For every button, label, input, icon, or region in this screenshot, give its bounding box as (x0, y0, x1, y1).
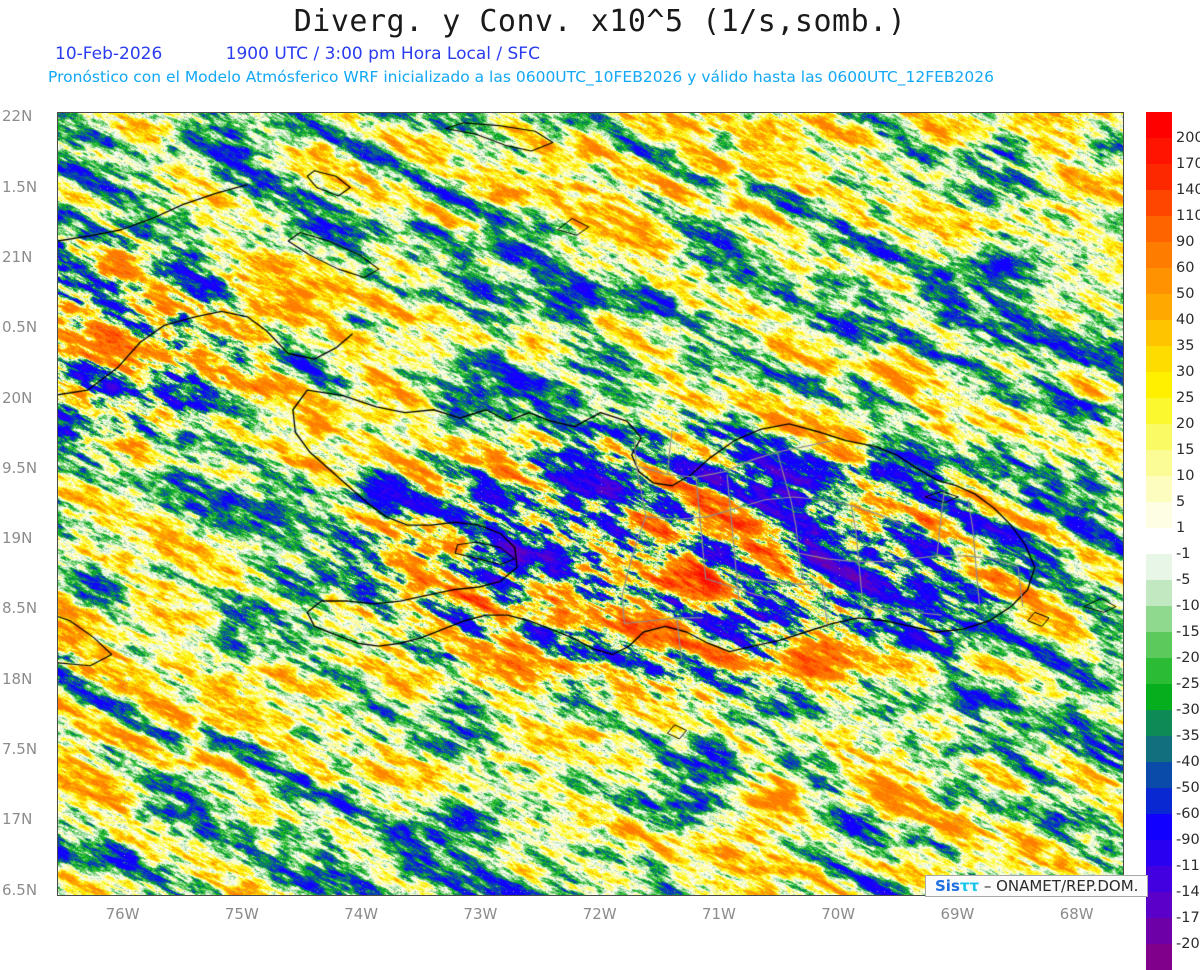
colorbar-label: -40 (1176, 754, 1200, 770)
colorbar-label: -90 (1176, 832, 1200, 848)
colorbar-swatch[interactable]: -35 (1146, 710, 1200, 744)
colorbar-swatch[interactable]: 30 (1146, 346, 1194, 380)
y-axis-tick-8: 18N (2, 669, 33, 688)
colorbar-label: -30 (1176, 702, 1200, 718)
forecast-date: 10-Feb-2026 (55, 44, 163, 64)
colorbar-label: -35 (1176, 728, 1200, 744)
y-axis-tick-5: 9.5N (2, 458, 38, 477)
colorbar-swatch[interactable]: 20 (1146, 398, 1194, 432)
colorbar[interactable]: 200 170 140 110 90 60 50 40 35 30 25 20 15 10 5 1 -1 -5 -1… (1146, 112, 1200, 970)
x-axis-tick-6: 70W (821, 905, 856, 923)
brand-symbol: ττ (959, 877, 980, 895)
colorbar-label: 30 (1176, 364, 1195, 380)
colorbar-swatch[interactable]: 35 (1146, 320, 1194, 354)
colorbar-swatch[interactable]: -50 (1146, 762, 1200, 796)
colorbar-label: -10 (1176, 598, 1200, 614)
page-title: Diverg. y Conv. x10^5 (1/s,somb.) (293, 4, 907, 39)
colorbar-swatch[interactable] (1146, 944, 1172, 970)
colorbar-label: 90 (1176, 234, 1195, 250)
y-axis-tick-4: 20N (2, 388, 33, 407)
y-axis-tick-6: 19N (2, 529, 33, 548)
y-axis-tick-11: 6.5N (2, 880, 38, 899)
colorbar-label: -170 (1176, 910, 1200, 926)
x-axis-tick-5: 71W (701, 905, 736, 923)
forecast-subtitle: 10-Feb-2026 1900 UTC / 3:00 pm Hora Loca… (55, 44, 815, 64)
colorbar-label: -15 (1176, 624, 1200, 640)
x-axis-tick-3: 73W (463, 905, 498, 923)
colorbar-swatch[interactable]: -40 (1146, 736, 1200, 770)
colorbar-label: 110 (1176, 208, 1200, 224)
y-axis-tick-3: 0.5N (2, 318, 38, 337)
y-axis-tick-7: 8.5N (2, 599, 38, 618)
y-axis-tick-10: 17N (2, 810, 33, 829)
x-axis-tick-7: 69W (940, 905, 975, 923)
colorbar-swatch[interactable]: -140 (1146, 866, 1200, 900)
colorbar-swatch[interactable]: -15 (1146, 606, 1200, 640)
colorbar-swatch[interactable]: -30 (1146, 684, 1200, 718)
colorbar-label: 5 (1176, 494, 1186, 510)
colorbar-swatch[interactable]: -5 (1146, 554, 1190, 588)
organization-label: – ONAMET/REP.DOM. (983, 877, 1139, 895)
colorbar-label: 10 (1176, 468, 1195, 484)
colorbar-label: -25 (1176, 676, 1200, 692)
colorbar-label: 50 (1176, 286, 1195, 302)
y-axis-tick-1: 1.5N (2, 177, 38, 196)
colorbar-label: 40 (1176, 312, 1195, 328)
colorbar-label: 1 (1176, 520, 1186, 536)
colorbar-swatch[interactable]: -110 (1146, 840, 1200, 874)
colorbar-label: 200 (1176, 130, 1200, 146)
map-overlay-canvas (58, 113, 1123, 895)
colorbar-label: -50 (1176, 780, 1200, 796)
colorbar-label: 60 (1176, 260, 1195, 276)
colorbar-label: 25 (1176, 390, 1195, 406)
colorbar-swatch[interactable]: -25 (1146, 658, 1200, 692)
x-axis-tick-4: 72W (582, 905, 617, 923)
brand-label: Sis (935, 877, 960, 895)
colorbar-label: -140 (1176, 884, 1200, 900)
colorbar-swatch[interactable]: 90 (1146, 216, 1194, 250)
colorbar-label: -1 (1176, 546, 1191, 562)
colorbar-swatch[interactable]: 50 (1146, 268, 1194, 302)
colorbar-swatch[interactable]: 40 (1146, 294, 1194, 328)
colorbar-label: 35 (1176, 338, 1195, 354)
attribution-box: Sisττ – ONAMET/REP.DOM. (925, 875, 1149, 897)
colorbar-label: 170 (1176, 156, 1200, 172)
colorbar-swatch[interactable]: 5 (1146, 476, 1185, 510)
colorbar-swatch[interactable]: 25 (1146, 372, 1194, 406)
y-axis-tick-2: 21N (2, 247, 33, 266)
colorbar-swatch[interactable]: 170 (1146, 138, 1200, 172)
x-axis-tick-0: 76W (105, 905, 140, 923)
colorbar-swatch[interactable]: 15 (1146, 424, 1194, 458)
colorbar-swatch[interactable]: -20 (1146, 632, 1200, 666)
colorbar-label: 15 (1176, 442, 1195, 458)
x-axis-tick-2: 74W (344, 905, 379, 923)
colorbar-swatch[interactable]: 110 (1146, 190, 1200, 224)
y-axis-tick-9: 7.5N (2, 740, 38, 759)
colorbar-swatch[interactable]: 200 (1146, 112, 1200, 146)
colorbar-label: 140 (1176, 182, 1200, 198)
map-plot-area[interactable] (57, 112, 1124, 896)
colorbar-swatch[interactable]: -90 (1146, 814, 1200, 848)
model-description: Pronóstico con el Modelo Atmósferico WRF… (48, 68, 994, 86)
colorbar-label: -20 (1176, 650, 1200, 666)
forecast-time: 1900 UTC / 3:00 pm Hora Local / SFC (225, 44, 540, 64)
colorbar-label: -110 (1176, 858, 1200, 874)
colorbar-swatch[interactable]: -200 (1146, 918, 1200, 952)
colorbar-label: -60 (1176, 806, 1200, 822)
colorbar-swatch[interactable]: 60 (1146, 242, 1194, 276)
colorbar-label: -200 (1176, 936, 1200, 952)
colorbar-swatch[interactable]: -1 (1146, 528, 1190, 562)
colorbar-swatch[interactable]: 10 (1146, 450, 1194, 484)
colorbar-swatch[interactable]: -170 (1146, 892, 1200, 926)
colorbar-swatch[interactable]: 1 (1146, 502, 1185, 536)
y-axis-tick-0: 22N (2, 107, 33, 126)
colorbar-label: 20 (1176, 416, 1195, 432)
colorbar-swatch[interactable]: -10 (1146, 580, 1200, 614)
x-axis-tick-8: 68W (1059, 905, 1094, 923)
colorbar-swatch[interactable]: -60 (1146, 788, 1200, 822)
colorbar-label: -5 (1176, 572, 1191, 588)
x-axis-tick-1: 75W (224, 905, 259, 923)
colorbar-swatch[interactable]: 140 (1146, 164, 1200, 198)
